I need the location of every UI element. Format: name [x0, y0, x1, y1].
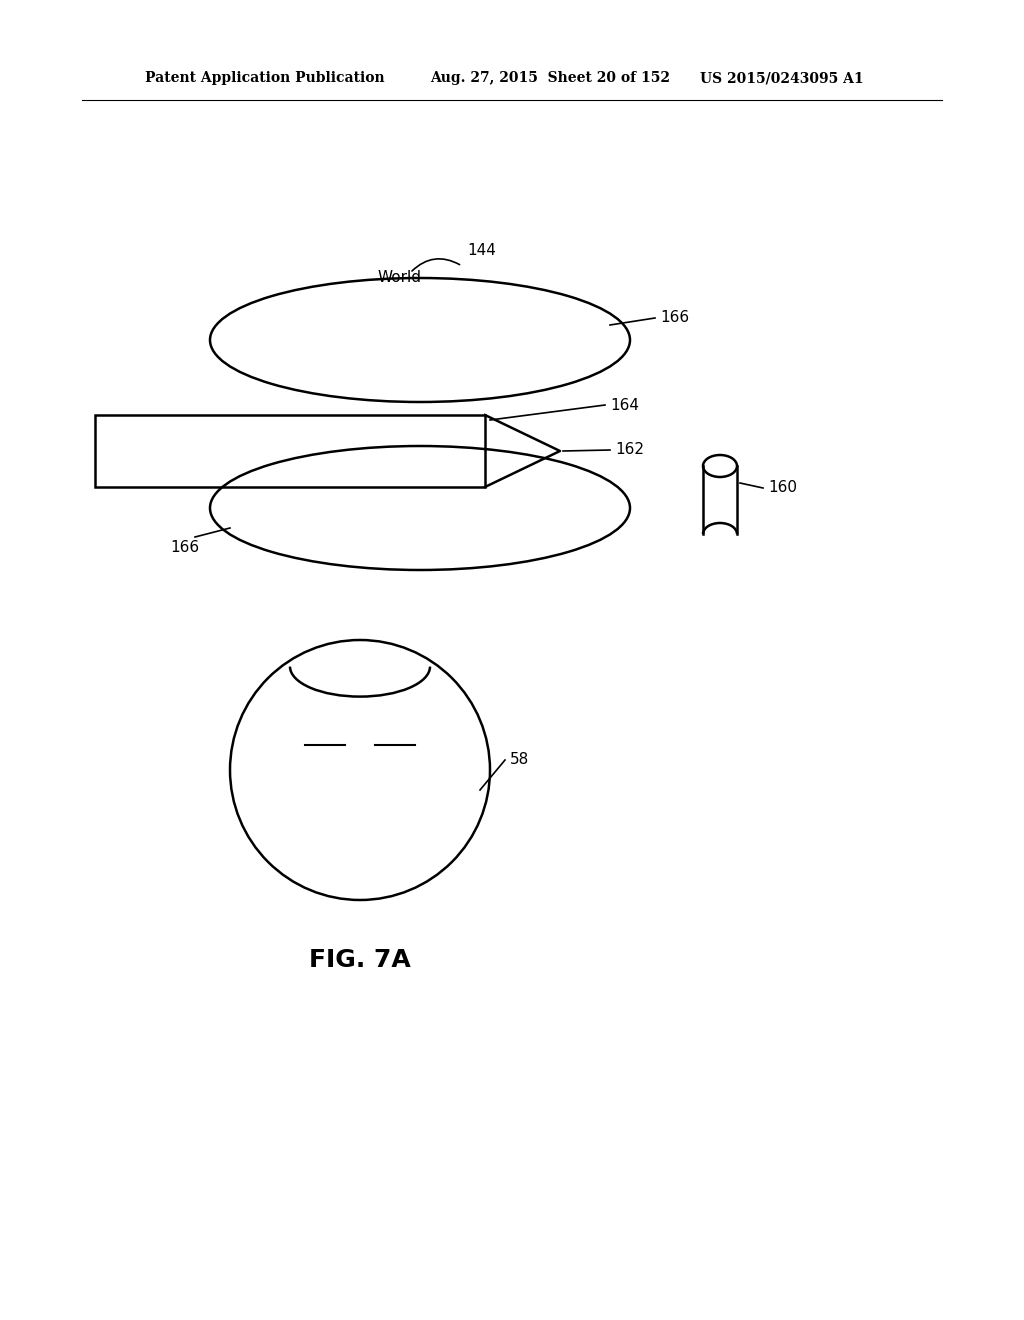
Text: US 2015/0243095 A1: US 2015/0243095 A1 — [700, 71, 863, 84]
Text: Aug. 27, 2015  Sheet 20 of 152: Aug. 27, 2015 Sheet 20 of 152 — [430, 71, 670, 84]
Bar — [95, 414, 485, 487]
Text: 58: 58 — [510, 752, 529, 767]
Text: 166: 166 — [170, 540, 199, 554]
Text: 166: 166 — [660, 310, 689, 326]
Text: 144: 144 — [467, 243, 496, 257]
Text: Patent Application Publication: Patent Application Publication — [145, 71, 385, 84]
Text: World: World — [378, 271, 422, 285]
Text: 162: 162 — [615, 442, 644, 458]
Text: FIG. 7A: FIG. 7A — [309, 948, 411, 972]
Text: 164: 164 — [610, 397, 639, 412]
Text: 160: 160 — [768, 480, 797, 495]
